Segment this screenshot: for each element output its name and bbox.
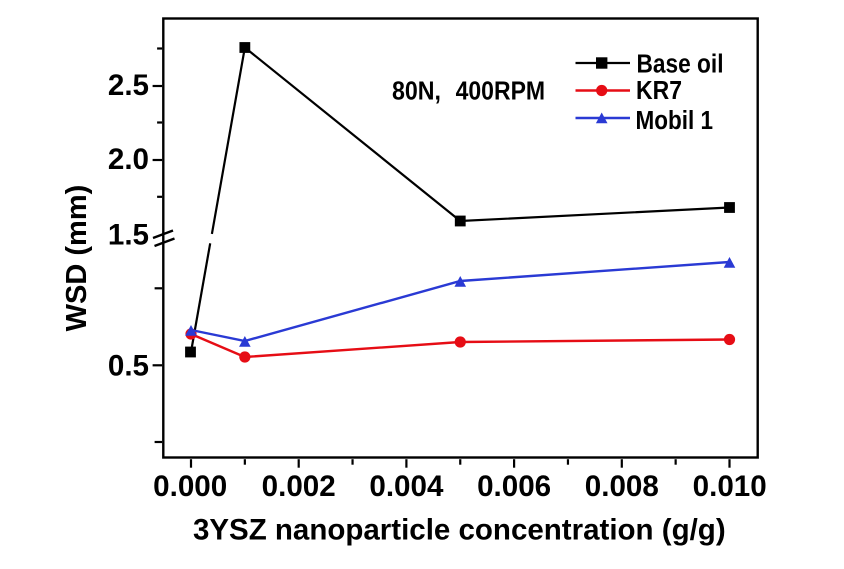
- svg-text:WSD (mm): WSD (mm): [61, 185, 93, 332]
- svg-text:2.5: 2.5: [108, 69, 149, 102]
- svg-text:0.010: 0.010: [693, 470, 767, 503]
- svg-text:0.006: 0.006: [477, 470, 551, 503]
- svg-text:0.002: 0.002: [262, 470, 336, 503]
- svg-text:KR7: KR7: [636, 77, 682, 105]
- svg-text:Base oil: Base oil: [637, 51, 724, 79]
- svg-text:1.5: 1.5: [108, 218, 149, 251]
- svg-text:0.000: 0.000: [153, 470, 227, 503]
- svg-text:3YSZ nanoparticle concentratio: 3YSZ nanoparticle concentration (g/g): [193, 514, 726, 547]
- svg-text:80N,: 80N,: [392, 76, 441, 106]
- svg-text:Mobil 1: Mobil 1: [636, 107, 714, 135]
- svg-text:0.5: 0.5: [108, 349, 149, 382]
- svg-text:2.0: 2.0: [108, 143, 149, 176]
- svg-text:0.004: 0.004: [369, 470, 444, 503]
- svg-text:0.008: 0.008: [585, 470, 659, 503]
- svg-text:400RPM: 400RPM: [456, 76, 545, 106]
